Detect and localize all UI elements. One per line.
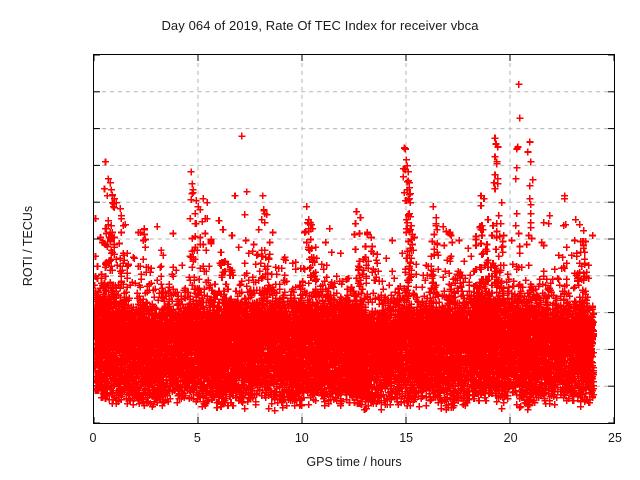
y-axis-title: ROTI / TECUs — [21, 205, 35, 287]
x-tick-label: 25 — [608, 431, 622, 445]
x-tick-label: 0 — [89, 431, 97, 445]
x-tick-label: 20 — [503, 431, 518, 445]
x-tick-label: 15 — [399, 431, 414, 445]
chart-title: Day 064 of 2019, Rate Of TEC Index for r… — [161, 18, 479, 33]
x-tick-label: 5 — [193, 431, 201, 445]
x-axis-title: GPS time / hours — [306, 455, 402, 469]
plot-area — [93, 54, 615, 424]
x-tick-label: 10 — [294, 431, 309, 445]
